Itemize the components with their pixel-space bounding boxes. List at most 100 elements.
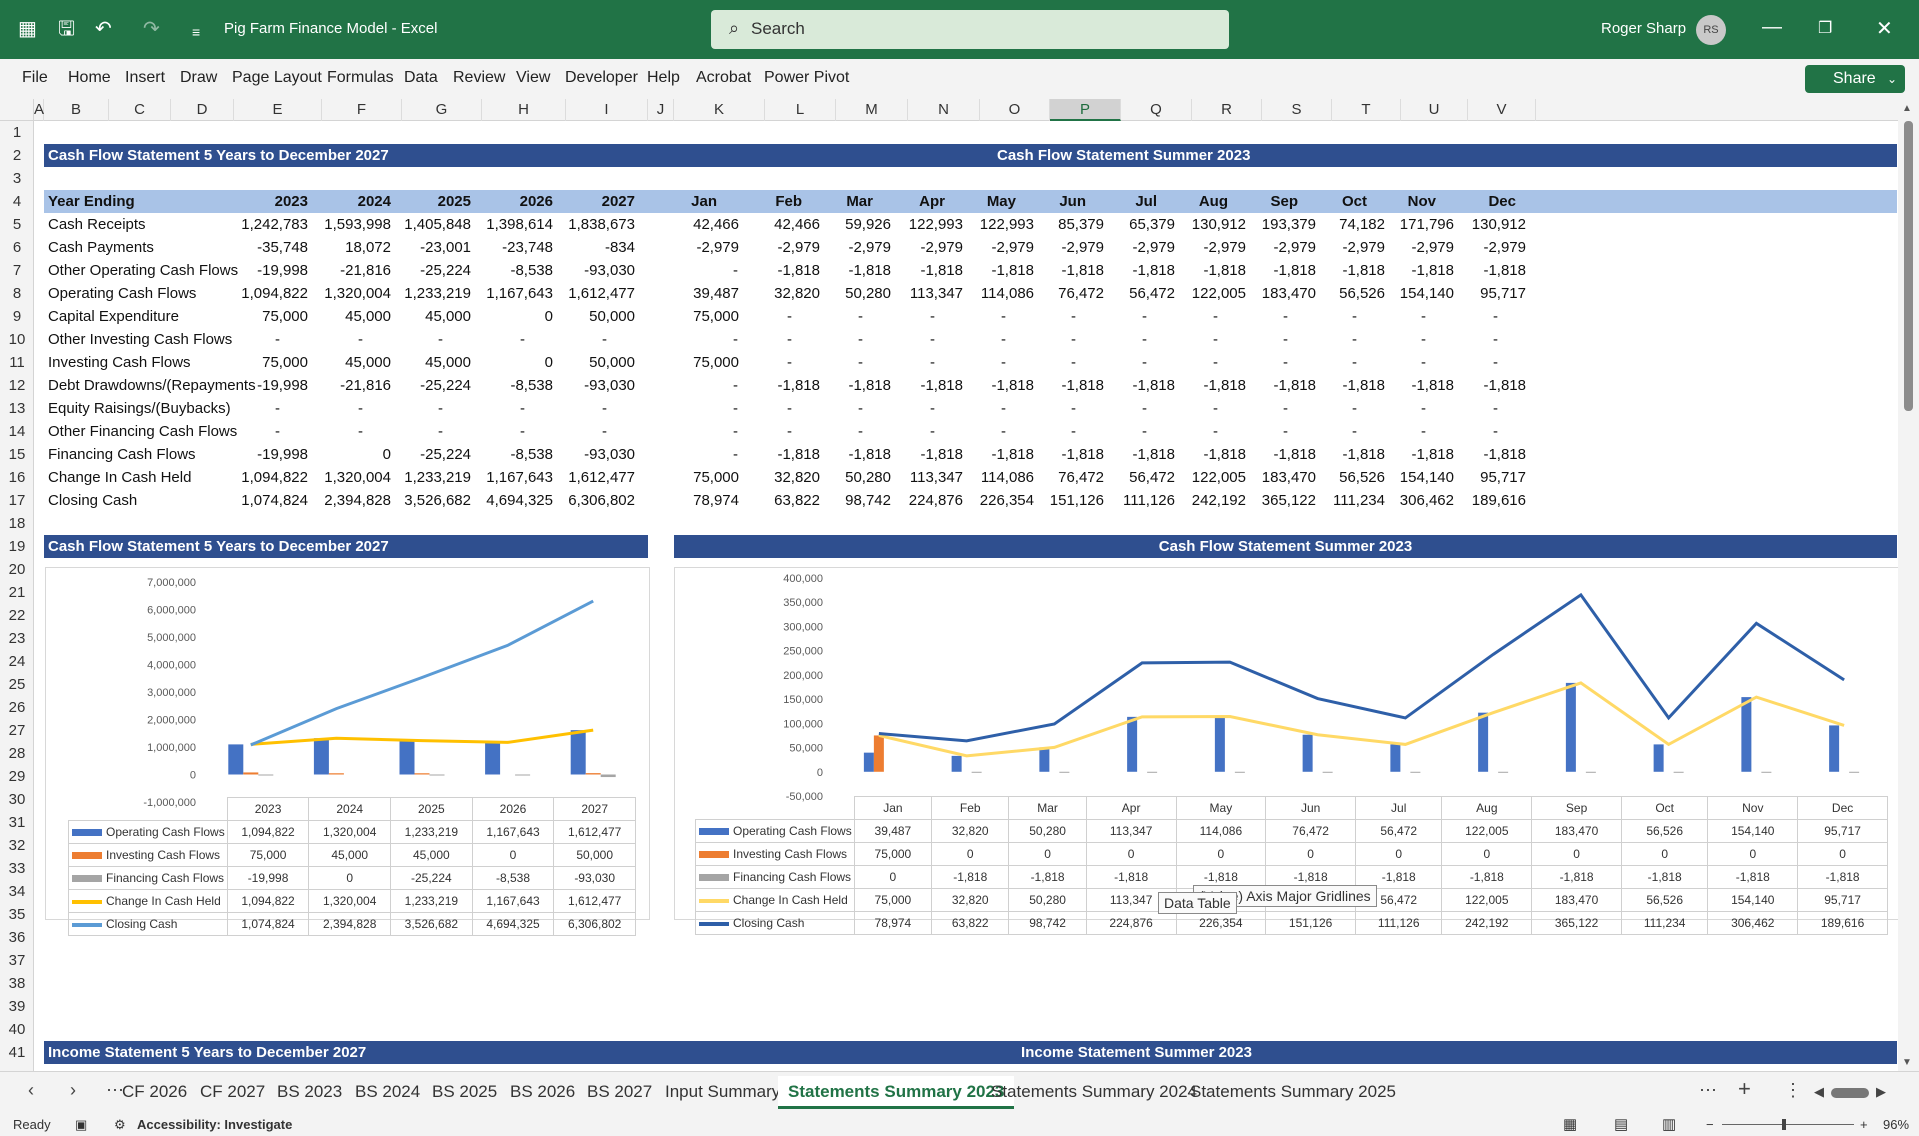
cf-month-cell[interactable]: 42,466 (693, 216, 739, 233)
cf-month-cell[interactable]: -2,979 (1273, 239, 1316, 256)
sheet-tab-statements-summary-2025[interactable]: Statements Summary 2025 (1190, 1082, 1396, 1101)
cf-year-cell[interactable]: -8,538 (510, 377, 553, 394)
cf-month-cell[interactable]: 75,000 (693, 308, 739, 325)
row-header[interactable]: 35 (8, 906, 26, 923)
cf-year-cell[interactable]: 1,593,998 (324, 216, 391, 233)
column-header-M[interactable]: M (836, 99, 908, 121)
cf-row-label[interactable]: Investing Cash Flows (48, 354, 191, 371)
accessibility-status[interactable]: Accessibility: Investigate (137, 1117, 293, 1132)
cf-year-cell[interactable]: - (520, 331, 525, 348)
cf-year-cell[interactable]: 45,000 (345, 354, 391, 371)
cf-month-cell[interactable]: - (1071, 354, 1076, 371)
cf-month-cell[interactable]: - (733, 423, 738, 440)
more-sheets-icon[interactable]: ⋯ (106, 1080, 124, 1100)
cf-year-cell[interactable]: -93,030 (584, 377, 635, 394)
bar-investing-cash-flows[interactable] (243, 772, 259, 775)
column-header-L[interactable]: L (765, 99, 836, 121)
cf-month-cell[interactable]: - (1213, 354, 1218, 371)
cf-month-cell[interactable]: 76,472 (1058, 285, 1104, 302)
bar-operating-cash-flows[interactable] (1653, 744, 1664, 772)
prev-sheet-icon[interactable]: ‹ (28, 1080, 34, 1100)
cf-month-cell[interactable]: -2,979 (920, 239, 963, 256)
cf-month-cell[interactable]: 75,000 (693, 354, 739, 371)
cf-month-cell[interactable]: 130,912 (1191, 216, 1246, 233)
scroll-thumb[interactable] (1904, 121, 1913, 411)
sheet-tab-bs-2023[interactable]: BS 2023 (277, 1082, 343, 1101)
cf-year-cell[interactable]: 0 (382, 446, 391, 463)
bar-financing-cash-flows[interactable] (1234, 771, 1245, 773)
row-header[interactable]: 37 (8, 952, 26, 969)
cf-month-cell[interactable]: 193,379 (1261, 216, 1316, 233)
bar-financing-cash-flows[interactable] (1849, 771, 1860, 773)
column-header-C[interactable]: C (109, 99, 171, 121)
row-header[interactable]: 27 (8, 722, 26, 739)
search-input[interactable]: ⌕ Search (711, 10, 1229, 49)
row-header[interactable]: 28 (8, 745, 26, 762)
cf-year-cell[interactable]: -8,538 (510, 262, 553, 279)
cf-year-cell[interactable]: 1,094,822 (241, 285, 308, 302)
sheet-tab-input-summary[interactable]: Input Summary (665, 1082, 781, 1101)
cf-month-cell[interactable]: - (733, 331, 738, 348)
row-header[interactable]: 16 (8, 469, 26, 486)
row-header[interactable]: 5 (12, 216, 22, 233)
cf-month-cell[interactable]: - (1213, 400, 1218, 417)
cf-month-cell[interactable]: - (1213, 423, 1218, 440)
bar-operating-cash-flows[interactable] (1829, 725, 1840, 772)
cf-month-cell[interactable]: 365,122 (1261, 492, 1316, 509)
cf-month-cell[interactable]: - (858, 308, 863, 325)
sheet-tab-statements-summary-2024[interactable]: Statements Summary 2024 (991, 1082, 1197, 1101)
column-header-S[interactable]: S (1262, 99, 1332, 121)
cf-year-cell[interactable]: 45,000 (425, 308, 471, 325)
cf-month-cell[interactable]: -2,979 (777, 239, 820, 256)
row-header[interactable]: 39 (8, 998, 26, 1015)
row-header[interactable]: 7 (12, 262, 22, 279)
cf-year-cell[interactable]: 1,167,643 (486, 469, 553, 486)
chevron-down-icon[interactable]: ⌄ (1886, 72, 1897, 86)
row-header[interactable]: 30 (8, 791, 26, 808)
cf-month-cell[interactable]: 154,140 (1399, 469, 1454, 486)
line-change-in-cash-held[interactable] (250, 728, 594, 746)
cf-month-cell[interactable]: -1,818 (991, 377, 1034, 394)
cf-month-cell[interactable]: -2,979 (696, 239, 739, 256)
column-header-P[interactable]: P (1050, 99, 1121, 121)
legend-entry[interactable]: Closing Cash (695, 911, 855, 935)
cf-year-cell[interactable]: -93,030 (584, 262, 635, 279)
column-header-I[interactable]: I (566, 99, 648, 121)
cf-year-cell[interactable]: -35,748 (257, 239, 308, 256)
cf-year-cell[interactable]: 4,694,325 (486, 492, 553, 509)
cf-year-cell[interactable]: 1,612,477 (568, 469, 635, 486)
cf-year-cell[interactable]: 75,000 (262, 354, 308, 371)
column-header-H[interactable]: H (482, 99, 566, 121)
legend-entry[interactable]: Closing Cash (68, 912, 228, 936)
cf-row-label[interactable]: Capital Expenditure (48, 308, 179, 325)
cf-month-cell[interactable]: -2,979 (991, 239, 1034, 256)
cf-month-cell[interactable]: - (1352, 423, 1357, 440)
column-header-U[interactable]: U (1401, 99, 1468, 121)
cf-month-cell[interactable]: - (1213, 308, 1218, 325)
cf-year-cell[interactable]: 1,167,643 (486, 285, 553, 302)
cf-month-cell[interactable]: 74,182 (1339, 216, 1385, 233)
cf-month-cell[interactable]: -1,818 (1342, 446, 1385, 463)
cf-year-cell[interactable]: 1,074,824 (241, 492, 308, 509)
hscroll-right-icon[interactable]: ▶ (1876, 1084, 1886, 1099)
page-layout-view-icon[interactable]: ▤ (1614, 1116, 1629, 1133)
cf-year-cell[interactable]: 0 (544, 308, 553, 325)
legend-entry[interactable]: Operating Cash Flows (68, 820, 228, 844)
legend-entry[interactable]: Investing Cash Flows (695, 842, 855, 866)
bar-operating-cash-flows[interactable] (399, 740, 415, 775)
cf-month-cell[interactable]: 56,472 (1129, 469, 1175, 486)
cf-year-cell[interactable]: 18,072 (345, 239, 391, 256)
cf-month-cell[interactable]: -1,818 (1203, 377, 1246, 394)
column-header-B[interactable]: B (44, 99, 109, 121)
cf-year-cell[interactable]: -19,998 (257, 377, 308, 394)
sheet-tab-statements-summary-2023[interactable]: Statements Summary 2023 (778, 1076, 1015, 1109)
ribbon-tab-insert[interactable]: Insert (125, 69, 166, 86)
cf-month-cell[interactable]: 50,280 (845, 469, 891, 486)
restore-icon[interactable]: ❐ (1818, 20, 1833, 37)
cf-year-cell[interactable]: 50,000 (589, 354, 635, 371)
column-header-O[interactable]: O (980, 99, 1050, 121)
cf-month-cell[interactable]: -1,818 (1483, 377, 1526, 394)
cf-row-label[interactable]: Debt Drawdowns/(Repayments (48, 377, 256, 394)
row-header[interactable]: 4 (12, 193, 22, 210)
cf-month-cell[interactable]: - (1001, 400, 1006, 417)
